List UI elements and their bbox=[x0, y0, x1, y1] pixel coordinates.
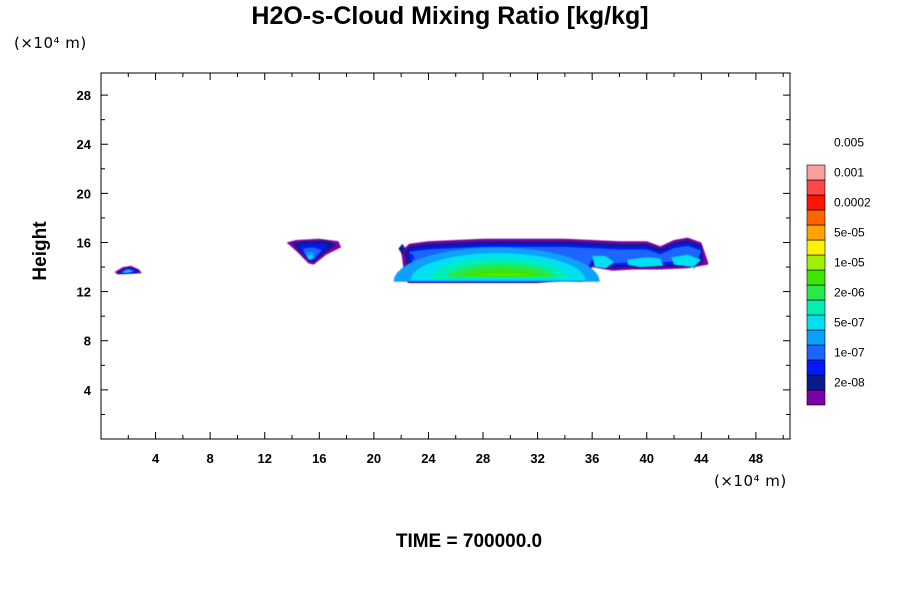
colorbar-swatch bbox=[806, 254, 826, 271]
x-tick-label: 32 bbox=[530, 451, 544, 466]
x-axis-unit: (×10⁴ m) bbox=[714, 472, 787, 490]
colorbar-label: 1e-05 bbox=[834, 256, 865, 270]
colorbar-swatch bbox=[806, 329, 826, 346]
colorbar-label: 5e-07 bbox=[834, 316, 865, 330]
main-cloud-level bbox=[480, 274, 527, 275]
x-tick-label: 44 bbox=[694, 451, 709, 466]
colorbar-label: 5e-05 bbox=[834, 226, 865, 240]
colorbar-swatch bbox=[806, 239, 826, 256]
x-tick-label: 48 bbox=[749, 451, 763, 466]
x-tick-label: 16 bbox=[312, 451, 326, 466]
colorbar-label: 2e-06 bbox=[834, 286, 865, 300]
y-tick-label: 28 bbox=[77, 88, 91, 103]
colorbar-swatch bbox=[806, 344, 826, 361]
colorbar-swatch bbox=[806, 284, 826, 301]
colorbar-swatch bbox=[806, 224, 826, 241]
colorbar-swatch bbox=[806, 179, 826, 196]
chart-title: H2O-s-Cloud Mixing Ratio [kg/kg] bbox=[251, 2, 649, 30]
colorbar-label: 2e-08 bbox=[834, 376, 865, 390]
time-label: TIME = 700000.0 bbox=[395, 531, 543, 552]
main-cloud-level bbox=[463, 269, 541, 276]
stray-fragment bbox=[408, 253, 415, 260]
x-tick-label: 4 bbox=[152, 451, 160, 466]
colorbar-label: 0.0002 bbox=[834, 196, 871, 210]
x-tick-label: 20 bbox=[367, 451, 381, 466]
colorbar-swatch bbox=[806, 299, 826, 316]
x-tick-label: 28 bbox=[476, 451, 490, 466]
x-tick-label: 12 bbox=[257, 451, 271, 466]
colorbar-swatch bbox=[806, 374, 826, 391]
anvil-patch bbox=[671, 254, 702, 268]
colorbar-label: 0.001 bbox=[834, 166, 864, 180]
x-tick-label: 8 bbox=[207, 451, 214, 466]
x-tick-label: 24 bbox=[421, 451, 436, 466]
y-tick-label: 16 bbox=[77, 235, 91, 250]
colorbar-swatch bbox=[806, 209, 826, 226]
y-tick-label: 8 bbox=[84, 334, 91, 349]
anvil-patch bbox=[592, 256, 614, 269]
y-tick-label: 4 bbox=[84, 383, 92, 398]
cloud-x15-level bbox=[307, 255, 313, 260]
x-tick-label: 36 bbox=[585, 451, 599, 466]
y-axis-unit: (×10⁴ m) bbox=[14, 34, 87, 52]
colorbar-label: 1e-07 bbox=[834, 346, 865, 360]
y-tick-label: 24 bbox=[77, 137, 92, 152]
colorbar-swatch bbox=[806, 389, 826, 406]
colorbar-swatch bbox=[806, 269, 826, 286]
colorbar-swatch bbox=[806, 194, 826, 211]
y-tick-label: 20 bbox=[77, 186, 91, 201]
y-tick-label: 12 bbox=[77, 285, 91, 300]
colorbar: 2e-08 1e-07 5e-07 2e-06 1e-05 5e-05 0.0002 0.00… bbox=[806, 136, 871, 406]
contour-fill-layer bbox=[114, 237, 709, 283]
stray-fragment bbox=[398, 243, 406, 255]
colorbar-swatch bbox=[806, 164, 826, 181]
colorbar-swatch bbox=[806, 359, 826, 376]
x-tick-label: 40 bbox=[640, 451, 654, 466]
colorbar-swatch bbox=[806, 314, 826, 331]
colorbar-label: 0.005 bbox=[834, 136, 864, 150]
plot-frame bbox=[100, 72, 791, 440]
cloud-x2-level bbox=[124, 270, 133, 273]
anvil-patch bbox=[627, 257, 664, 268]
